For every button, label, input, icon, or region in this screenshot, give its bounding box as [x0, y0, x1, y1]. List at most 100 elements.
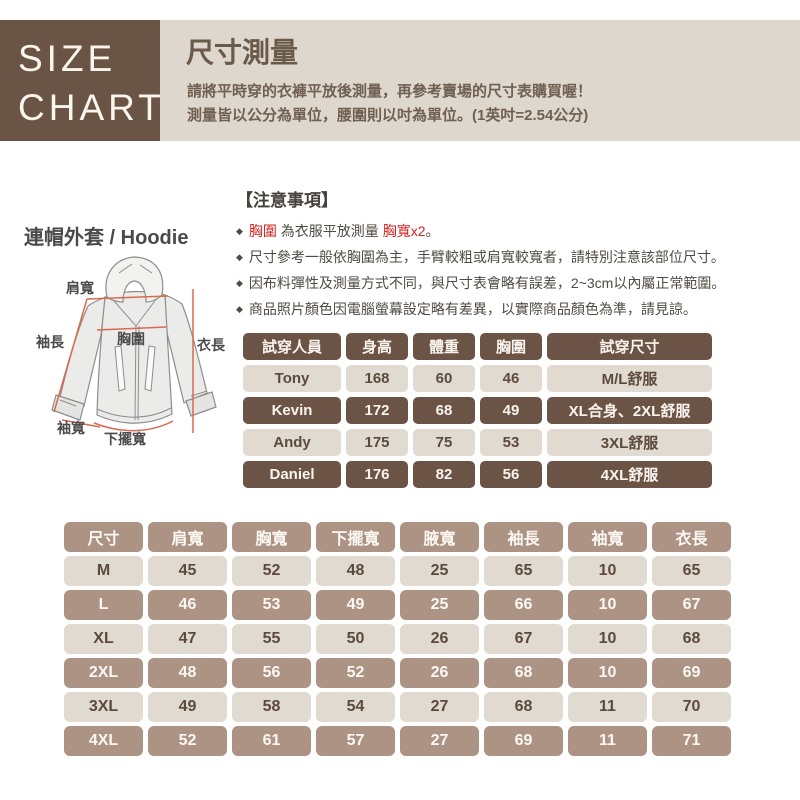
value-cell: 176	[346, 461, 408, 488]
product-title: 連帽外套 / Hoodie	[24, 227, 189, 249]
header-description-1: 請將平時穿的衣褲平放後測量，再參考賣場的尺寸表購買喔！	[187, 83, 593, 100]
bullet-diamond-icon: ◆	[236, 278, 243, 288]
value-cell: 168	[346, 365, 408, 392]
value-cell: 56	[232, 658, 311, 688]
value-cell: 10	[568, 556, 647, 586]
value-cell: 48	[316, 556, 395, 586]
value-cell: 67	[484, 624, 563, 654]
column-header: 胸圍	[480, 333, 542, 360]
row-header-cell: L	[64, 590, 143, 620]
note-text-highlight: 胸寬x2	[382, 223, 426, 239]
value-cell: 53	[480, 429, 542, 456]
row-header-cell: XL	[64, 624, 143, 654]
value-cell: 49	[480, 397, 542, 424]
label-sleeve-length: 袖長	[36, 334, 64, 350]
note-item: ◆ 尺寸參考一般依胸圍為主，手臂較粗或肩寬較寬者，請特別注意該部位尺寸。	[236, 244, 796, 270]
jacket-hood	[105, 256, 164, 303]
header-description-2: 測量皆以公分為單位，腰圍則以吋為單位。(1英吋=2.54公分)	[187, 107, 589, 124]
value-cell: 69	[484, 726, 563, 756]
value-cell: XL合身、2XL舒服	[547, 397, 712, 424]
brand-box: SIZE CHART	[0, 20, 165, 141]
jacket-body	[96, 290, 173, 424]
value-cell: 58	[232, 692, 311, 722]
row-header-cell: Kevin	[243, 397, 341, 424]
label-garment-length: 衣長	[197, 337, 225, 353]
notes-title: 【注意事項】	[236, 191, 338, 210]
column-header: 試穿人員	[243, 333, 341, 360]
value-cell: 11	[568, 692, 647, 722]
note-text: 。	[425, 223, 440, 239]
column-header: 試穿尺寸	[547, 333, 712, 360]
value-cell: 25	[400, 590, 479, 620]
value-cell: 55	[232, 624, 311, 654]
column-header: 肩寬	[148, 522, 227, 552]
row-header-cell: 3XL	[64, 692, 143, 722]
hoodie-measurement-diagram: 肩寬 袖長 胸圍 衣長 袖寬 下擺寬	[0, 248, 245, 453]
value-cell: 26	[400, 658, 479, 688]
value-cell: 71	[652, 726, 731, 756]
value-cell: M/L舒服	[547, 365, 712, 392]
value-cell: 46	[148, 590, 227, 620]
label-sleeve-width: 袖寬	[57, 420, 85, 436]
column-header: 袖長	[484, 522, 563, 552]
column-header: 胸寬	[232, 522, 311, 552]
value-cell: 65	[484, 556, 563, 586]
value-cell: 46	[480, 365, 542, 392]
bullet-diamond-icon: ◆	[236, 226, 243, 236]
value-cell: 11	[568, 726, 647, 756]
value-cell: 52	[148, 726, 227, 756]
value-cell: 47	[148, 624, 227, 654]
value-cell: 54	[316, 692, 395, 722]
notes-section: 【注意事項】 ◆ 胸圍 為衣服平放測量 胸寬x2。 ◆ 尺寸參考一般依胸圍為主，手臂較…	[236, 186, 796, 322]
column-header: 下擺寬	[316, 522, 395, 552]
value-cell: 66	[484, 590, 563, 620]
fitting-staff-table: 試穿人員 身高 體重 胸圍 試穿尺寸 Tony 168 60 46 M/L舒服 Kevin 172 68…	[243, 333, 712, 488]
hoodie-illustration	[51, 256, 217, 433]
column-header: 體重	[413, 333, 475, 360]
brand-line-chart: CHART	[18, 87, 165, 128]
row-header-cell: Daniel	[243, 461, 341, 488]
column-header: 身高	[346, 333, 408, 360]
value-cell: 27	[400, 726, 479, 756]
measurement-lines	[53, 289, 194, 433]
note-text: 商品照片顏色因電腦螢幕設定略有差異，以實際商品顏色為準，請見諒。	[248, 301, 697, 317]
value-cell: 57	[316, 726, 395, 756]
bullet-diamond-icon: ◆	[236, 304, 243, 314]
column-header: 衣長	[652, 522, 731, 552]
note-item: ◆ 商品照片顏色因電腦螢幕設定略有差異，以實際商品顏色為準，請見諒。	[236, 296, 796, 322]
value-cell: 52	[232, 556, 311, 586]
value-cell: 10	[568, 658, 647, 688]
note-text: 因布料彈性及測量方式不同，與尺寸表會略有誤差，2~3cm以內屬正常範圍。	[248, 275, 726, 291]
note-item: ◆ 因布料彈性及測量方式不同，與尺寸表會略有誤差，2~3cm以內屬正常範圍。	[236, 270, 796, 296]
column-header: 袖寬	[568, 522, 647, 552]
value-cell: 67	[652, 590, 731, 620]
value-cell: 60	[413, 365, 475, 392]
value-cell: 50	[316, 624, 395, 654]
label-hem-width: 下擺寬	[104, 431, 146, 447]
value-cell: 10	[568, 590, 647, 620]
row-header-cell: 4XL	[64, 726, 143, 756]
jacket-detail-lines	[59, 263, 208, 421]
value-cell: 48	[148, 658, 227, 688]
value-cell: 68	[484, 658, 563, 688]
value-cell: 53	[232, 590, 311, 620]
value-cell: 27	[400, 692, 479, 722]
label-chest-width: 胸圍	[117, 331, 145, 347]
note-text: 為衣服平放測量	[276, 223, 383, 239]
value-cell: 49	[148, 692, 227, 722]
row-header-cell: Andy	[243, 429, 341, 456]
value-cell: 68	[484, 692, 563, 722]
note-text-highlight: 胸圍	[248, 223, 277, 239]
jacket-pockets	[114, 345, 156, 392]
note-item: ◆ 胸圍 為衣服平放測量 胸寬x2。	[236, 218, 796, 244]
value-cell: 26	[400, 624, 479, 654]
value-cell: 61	[232, 726, 311, 756]
column-header: 腋寬	[400, 522, 479, 552]
row-header-cell: 2XL	[64, 658, 143, 688]
value-cell: 25	[400, 556, 479, 586]
value-cell: 4XL舒服	[547, 461, 712, 488]
bullet-diamond-icon: ◆	[236, 252, 243, 262]
value-cell: 69	[652, 658, 731, 688]
value-cell: 49	[316, 590, 395, 620]
